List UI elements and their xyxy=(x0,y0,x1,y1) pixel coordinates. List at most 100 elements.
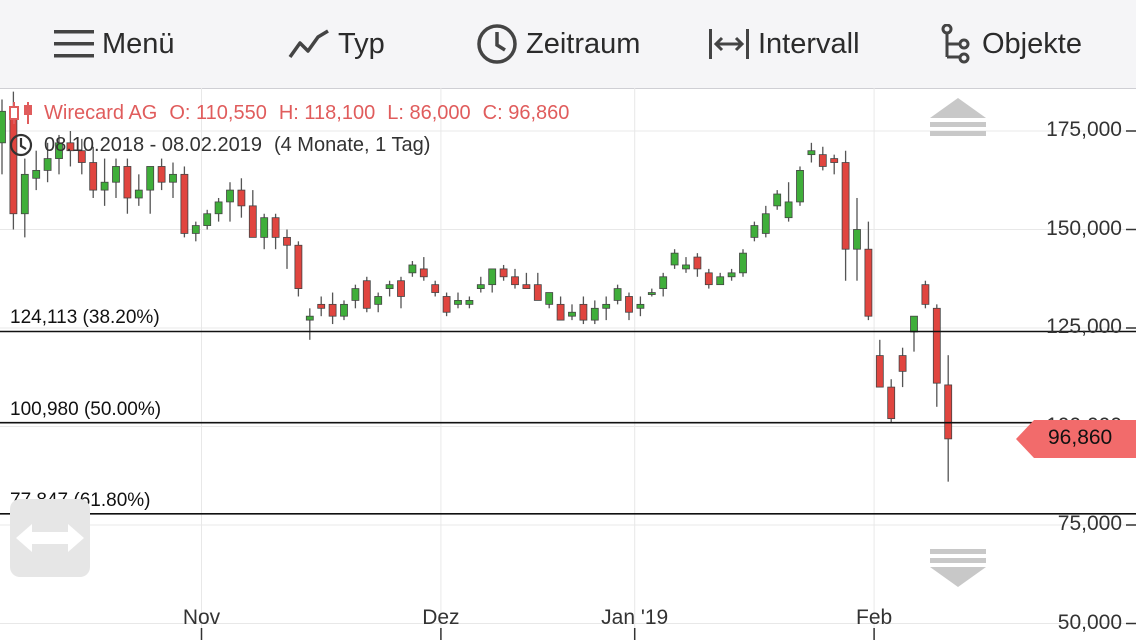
period-label: Zeitraum xyxy=(526,27,641,60)
x-tick-label: Dez xyxy=(422,606,460,629)
candle xyxy=(853,197,861,281)
candle xyxy=(283,229,291,269)
candle xyxy=(898,347,907,388)
ohlc-info: Wirecard AG O: 110,550 H: 118,100 L: 86,… xyxy=(8,100,581,126)
candle xyxy=(488,268,497,293)
y-tick-label: 50,000 xyxy=(1057,610,1122,634)
candle xyxy=(944,355,953,482)
candle xyxy=(169,162,177,198)
candle xyxy=(841,150,850,281)
chart-type-button[interactable]: Typ xyxy=(288,18,385,70)
candle xyxy=(226,182,234,222)
candle xyxy=(545,292,554,309)
candle xyxy=(511,268,519,289)
clock-icon xyxy=(477,24,517,64)
candle xyxy=(784,182,793,222)
candle xyxy=(704,268,713,289)
candle xyxy=(55,134,63,175)
line-chart-icon xyxy=(288,29,329,59)
candle xyxy=(796,166,804,206)
candle xyxy=(716,272,725,286)
candle xyxy=(522,272,531,290)
candle xyxy=(374,292,383,313)
candle xyxy=(271,213,280,250)
horizontal-scroll-button[interactable] xyxy=(10,499,90,577)
candle xyxy=(408,261,417,277)
interval-button[interactable]: Intervall xyxy=(708,18,860,70)
horizontal-arrows-icon xyxy=(16,524,84,552)
gridlines xyxy=(0,88,1136,640)
candle xyxy=(750,221,759,242)
period-button[interactable]: Zeitraum xyxy=(476,18,640,70)
candle xyxy=(476,276,485,293)
candle xyxy=(340,300,348,321)
candle xyxy=(100,158,109,206)
candle xyxy=(647,288,656,297)
candle xyxy=(0,99,6,175)
vertical-scroll-arrows[interactable] xyxy=(930,98,986,587)
candle xyxy=(328,292,337,325)
candle xyxy=(214,197,223,222)
candle xyxy=(157,158,166,191)
high-value: H: 118,100 xyxy=(278,101,376,124)
candle xyxy=(590,300,599,325)
range-info: 08.10.2018 - 08.02.2019 (4 Monate, 1 Tag… xyxy=(8,132,442,158)
open-value: O: 110,550 xyxy=(169,101,267,124)
candle xyxy=(887,379,896,423)
candle xyxy=(66,131,75,167)
candle xyxy=(864,221,873,321)
candle xyxy=(932,304,941,407)
candle xyxy=(419,257,428,281)
candle xyxy=(442,292,451,317)
scroll-up-icon[interactable] xyxy=(930,98,986,118)
candle xyxy=(180,166,189,238)
close-value: C: 96,860 xyxy=(482,101,570,124)
candle xyxy=(568,304,576,321)
candlestick-chart[interactable] xyxy=(0,88,1136,640)
x-tick-label: Nov xyxy=(182,606,221,629)
clock-icon xyxy=(9,133,33,157)
candle xyxy=(89,146,98,198)
candle xyxy=(454,292,462,309)
candle xyxy=(248,190,257,238)
fibonacci-lines xyxy=(0,330,1136,515)
candle xyxy=(921,280,930,309)
objects-button[interactable]: Objekte xyxy=(940,18,1082,70)
menu-button[interactable]: Menü xyxy=(54,18,175,70)
interval-label: Intervall xyxy=(758,27,860,60)
hamburger-menu-icon xyxy=(54,30,94,58)
candle xyxy=(602,296,611,321)
candle xyxy=(191,221,200,242)
candle xyxy=(43,142,52,183)
candle xyxy=(32,150,41,191)
candle xyxy=(773,190,782,210)
objects-label: Objekte xyxy=(982,27,1082,60)
date-range: 08.10.2018 - 08.02.2019 xyxy=(44,133,262,156)
y-tick-label: 150,000 xyxy=(1046,216,1122,240)
candle xyxy=(659,272,668,297)
candle xyxy=(682,257,690,273)
candle xyxy=(761,205,770,238)
interval-arrows-icon xyxy=(709,29,749,59)
candle xyxy=(830,154,839,175)
last-price-badge: 96,860 xyxy=(1016,419,1136,458)
candles xyxy=(0,91,953,482)
candle xyxy=(818,146,827,171)
scroll-down-bar xyxy=(930,558,986,563)
candle xyxy=(134,174,143,206)
candle xyxy=(579,296,588,325)
type-label: Typ xyxy=(338,27,385,60)
y-tick-label: 75,000 xyxy=(1057,512,1122,535)
candle xyxy=(499,264,508,281)
scroll-down-icon[interactable] xyxy=(930,567,986,587)
candle xyxy=(112,158,120,198)
y-tick-label: 125,000 xyxy=(1046,315,1122,338)
candle xyxy=(237,178,246,218)
candle xyxy=(385,280,394,297)
x-tick-label: Feb xyxy=(856,606,893,629)
candle xyxy=(260,213,269,250)
candle xyxy=(613,284,622,305)
fib-label: 124,113 (38.20%) xyxy=(10,307,160,329)
menu-label: Menü xyxy=(102,27,175,60)
candle xyxy=(693,253,702,277)
